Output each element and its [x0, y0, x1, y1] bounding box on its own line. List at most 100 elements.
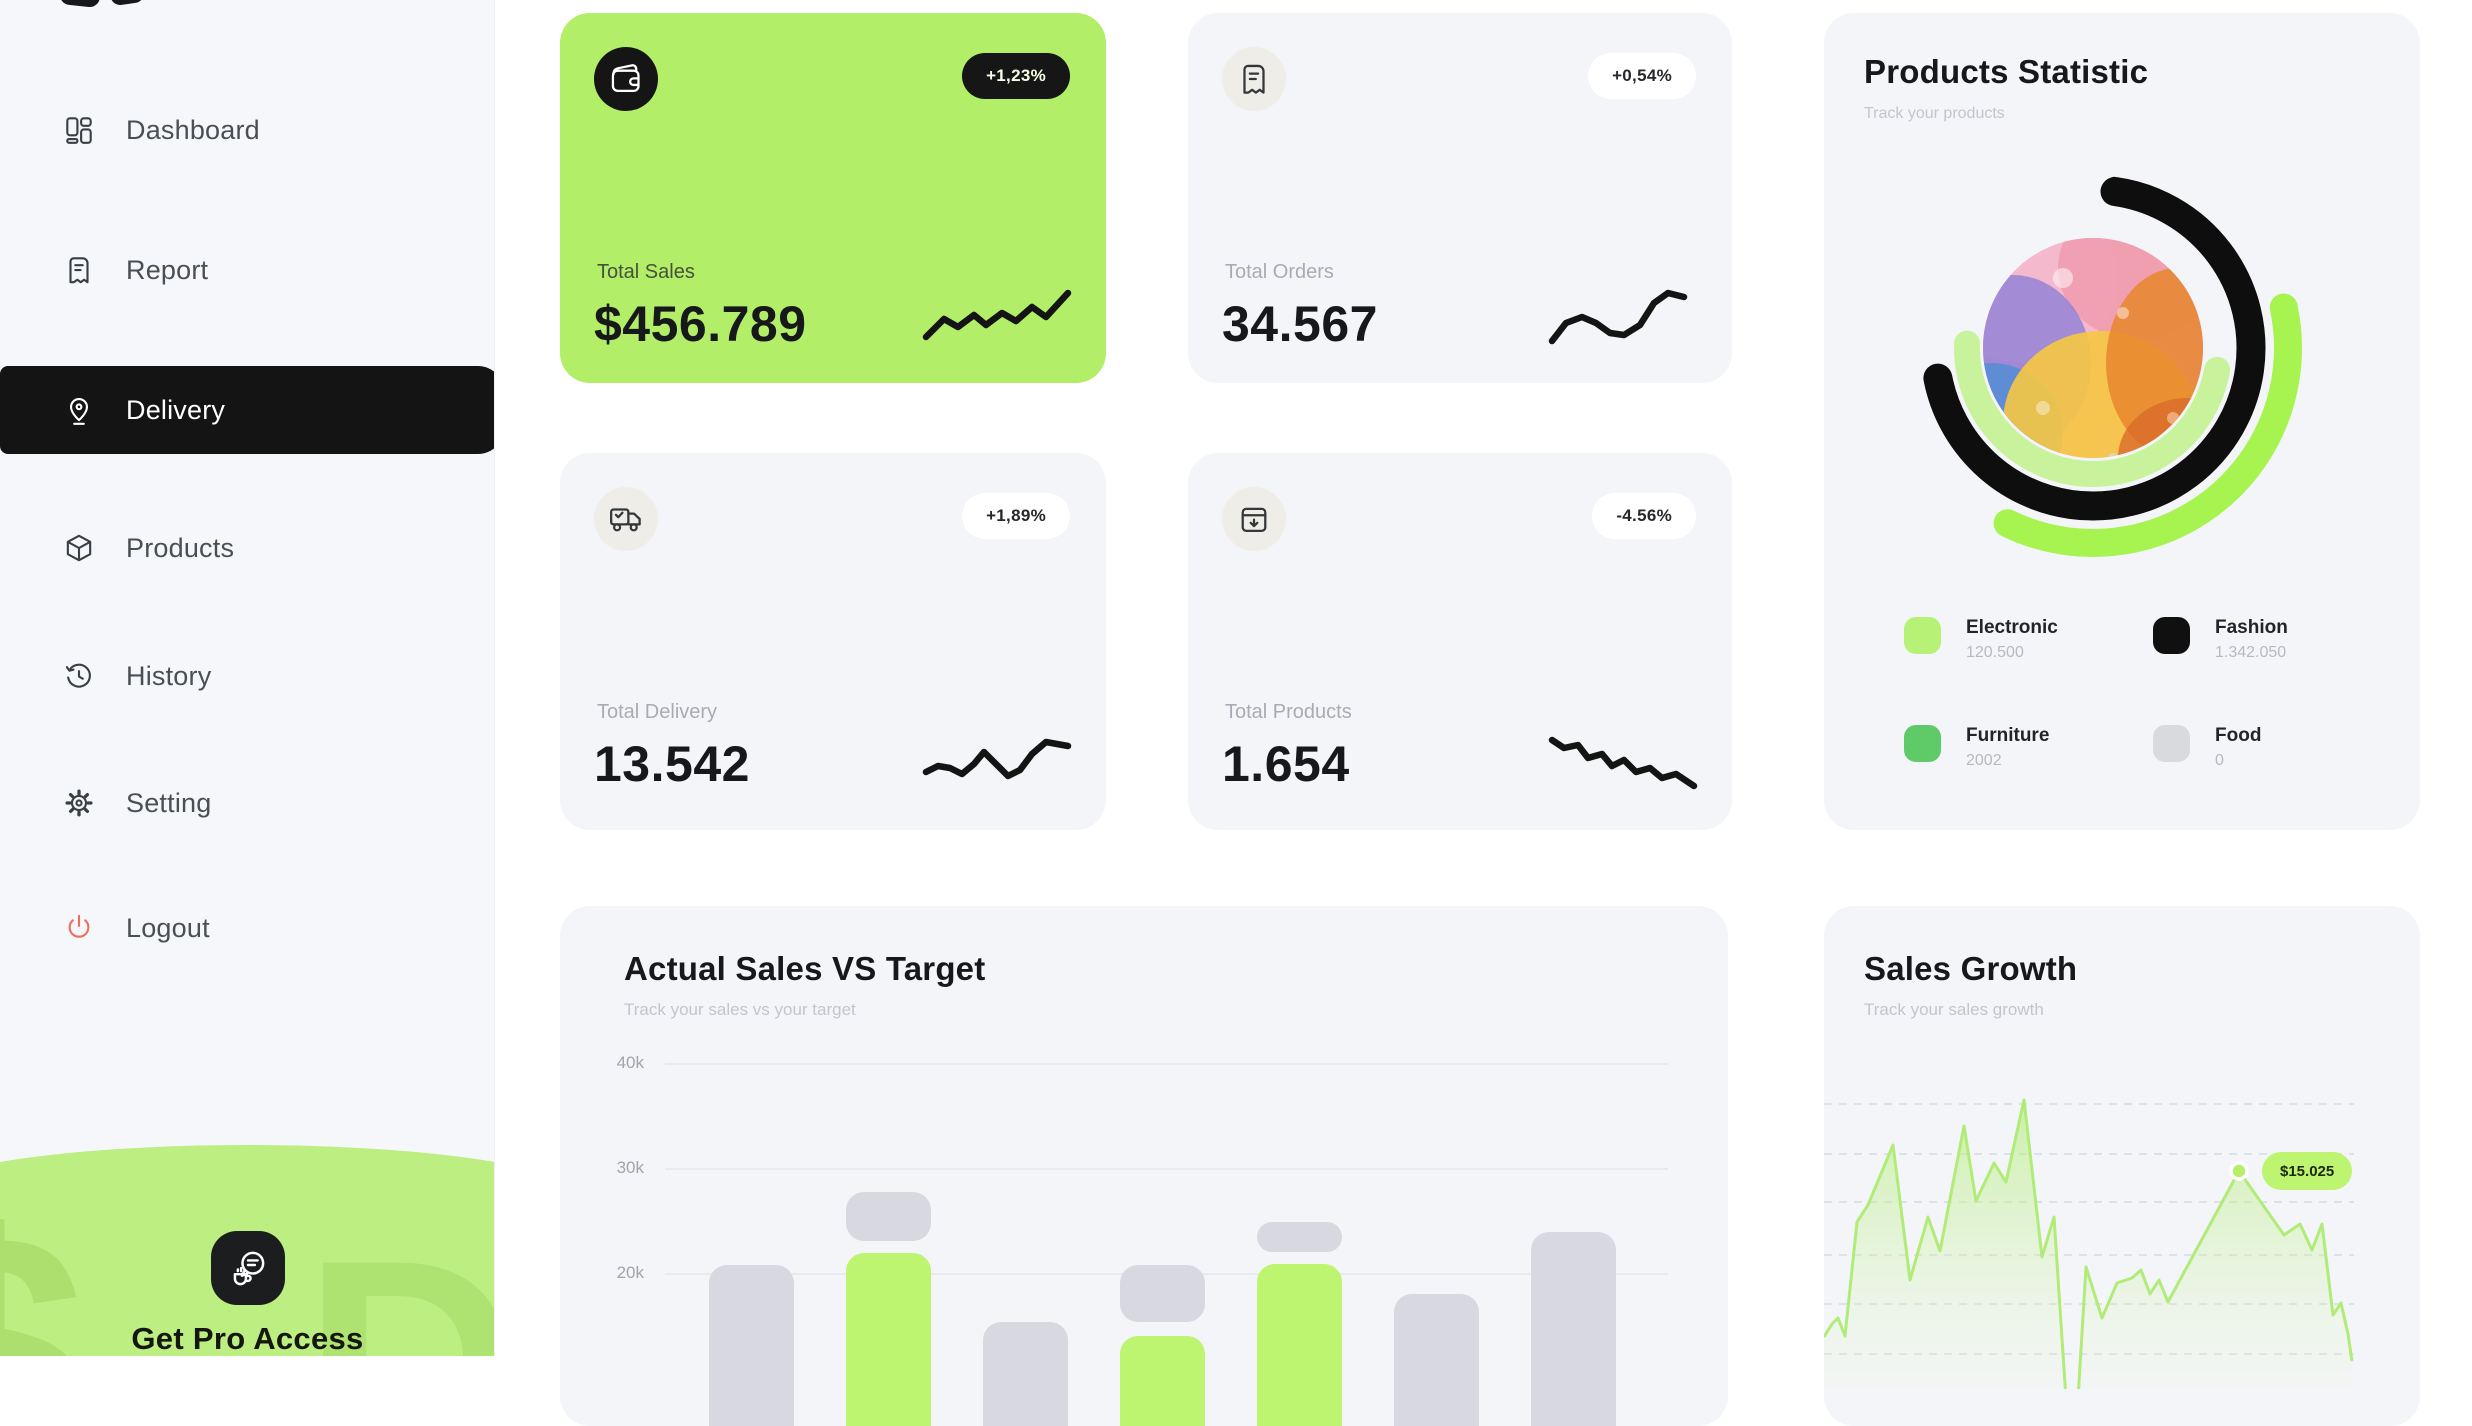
watermark-dollar: $ [0, 1185, 87, 1357]
products-statistic-card: Products Statistic Track your products [1824, 13, 2420, 830]
legend-label: Fashion [2215, 617, 2288, 638]
sidebar-item-label: Delivery [126, 394, 226, 425]
growth-marker-dot [2229, 1161, 2249, 1181]
truck-icon [610, 508, 641, 532]
legend-swatch-food [2153, 725, 2190, 762]
total-delivery-card: +1,89% Total Delivery 13.542 [560, 453, 1106, 830]
bar-chart-plot [560, 906, 1728, 1426]
ytick-30k: 30k [616, 1158, 644, 1177]
sidebar-item-logout[interactable]: Logout [0, 884, 494, 972]
legend-item-furniture: Furniture 2002 [1904, 725, 2049, 770]
package-icon [1241, 507, 1267, 533]
delivery-pin-icon [69, 398, 89, 425]
growth-area-chart [1824, 1098, 2354, 1389]
wallet-icon [611, 64, 640, 93]
legend-item-food: Food 0 [2153, 725, 2261, 770]
pro-access-panel: $ D Get Pro Access [0, 1145, 494, 1357]
stat-label: Total Sales [597, 261, 695, 283]
app-logo-partial [58, 0, 198, 12]
bar-actual-col2 [846, 1253, 931, 1426]
bar-target-col7 [1531, 1232, 1616, 1426]
pro-access-button[interactable] [210, 1231, 285, 1305]
stat-label: Total Products [1225, 701, 1352, 723]
growth-tooltip: $15.025 [2262, 1152, 2353, 1190]
bar-target-col4 [1120, 1264, 1205, 1323]
sidebar-item-label: Report [126, 254, 209, 285]
bar-target-col1 [709, 1264, 794, 1426]
sidebar: Dashboard Report Delivery Products Histo… [0, 0, 495, 1356]
legend-label: Food [2215, 725, 2262, 746]
history-icon [65, 663, 91, 688]
bar-target-col6 [1394, 1294, 1479, 1426]
change-badge: +1,89% [962, 493, 1070, 539]
bar-actual-col4 [1120, 1336, 1205, 1426]
sales-sparkline-icon [922, 289, 1072, 341]
legend-label: Electronic [1966, 617, 2058, 638]
arc-light-green [1954, 209, 2232, 487]
gridline-30k [665, 1168, 1668, 1170]
legend-item-electronic: Electronic 120.500 [1904, 617, 2058, 662]
products-statistic-title: Products Statistic [1864, 53, 2149, 90]
arc-green [1884, 138, 2302, 557]
legend-value: 120.500 [1966, 644, 2024, 661]
bar-chart-subtitle: Track your sales vs your target [624, 1000, 856, 1019]
legend-item-fashion: Fashion 1.342.050 [2153, 617, 2288, 662]
ytick-40k: 40k [616, 1053, 644, 1072]
logout-power-icon [68, 914, 90, 938]
sidebar-item-products[interactable]: Products [0, 504, 494, 592]
change-badge: +0,54% [1588, 53, 1696, 99]
bar-target-col5 [1257, 1221, 1342, 1252]
watermark-letter: D [303, 1215, 494, 1356]
bar-actual-col5 [1257, 1263, 1342, 1426]
products-statistic-subtitle: Track your products [1864, 105, 2005, 122]
settings-gear-icon [65, 789, 93, 817]
sidebar-item-setting[interactable]: Setting [0, 759, 494, 847]
wallet-icon-circle [594, 47, 658, 111]
legend-value: 1.342.050 [2215, 644, 2287, 661]
sales-growth-card: Sales Growth Track your sales growth $15… [1824, 906, 2420, 1426]
legend-swatch-fashion [2153, 617, 2190, 654]
orders-sparkline-icon [1548, 289, 1688, 345]
growth-chart-subtitle: Track your sales growth [1864, 1000, 2044, 1019]
products-donut-chart [1884, 138, 2302, 557]
chat-support-icon [233, 1251, 264, 1286]
legend-value: 0 [2215, 752, 2224, 769]
ytick-20k: 20k [616, 1263, 644, 1282]
stat-label: Total Delivery [597, 701, 718, 723]
sidebar-item-label: History [126, 660, 212, 691]
total-products-card: -4.56% Total Products 1.654 [1188, 453, 1732, 830]
stat-label: Total Orders [1225, 261, 1334, 283]
delivery-sparkline-icon [922, 738, 1072, 780]
sidebar-item-delivery[interactable]: Delivery [0, 366, 494, 454]
bar-chart-title: Actual Sales VS Target [624, 950, 986, 987]
actual-vs-target-card: Actual Sales VS Target Track your sales … [560, 906, 1728, 1426]
total-sales-card: +1,23% Total Sales $456.789 [560, 13, 1106, 383]
sidebar-item-label: Logout [126, 912, 210, 943]
truck-icon-circle [594, 487, 658, 551]
bar-target-col2 [846, 1192, 931, 1242]
sidebar-item-dashboard[interactable]: Dashboard [0, 86, 494, 174]
report-icon [69, 257, 89, 284]
sidebar-item-label: Products [126, 532, 235, 563]
sidebar-item-label: Dashboard [126, 114, 260, 145]
gridline-40k [665, 1063, 1668, 1065]
legend-swatch-electronic [1904, 617, 1941, 654]
products-cube-icon [66, 534, 92, 562]
bar-target-col3 [983, 1322, 1068, 1426]
stat-value: 1.654 [1222, 736, 1350, 792]
receipt-icon-circle [1222, 47, 1286, 111]
pro-access-label: Get Pro Access [131, 1321, 364, 1356]
products-sparkline-icon [1548, 736, 1698, 790]
receipt-icon [1243, 64, 1265, 94]
stat-value: 34.567 [1222, 296, 1378, 352]
legend-swatch-furniture [1904, 725, 1941, 762]
dashboard-icon [66, 117, 92, 144]
stat-value: $456.789 [594, 296, 807, 352]
arc-black [1920, 175, 2266, 521]
sidebar-item-report[interactable]: Report [0, 226, 494, 314]
legend-label: Furniture [1966, 725, 2050, 746]
sidebar-item-history[interactable]: History [0, 632, 494, 720]
legend-value: 2002 [1966, 752, 2002, 769]
total-orders-card: +0,54% Total Orders 34.567 [1188, 13, 1732, 383]
package-icon-circle [1222, 487, 1286, 551]
